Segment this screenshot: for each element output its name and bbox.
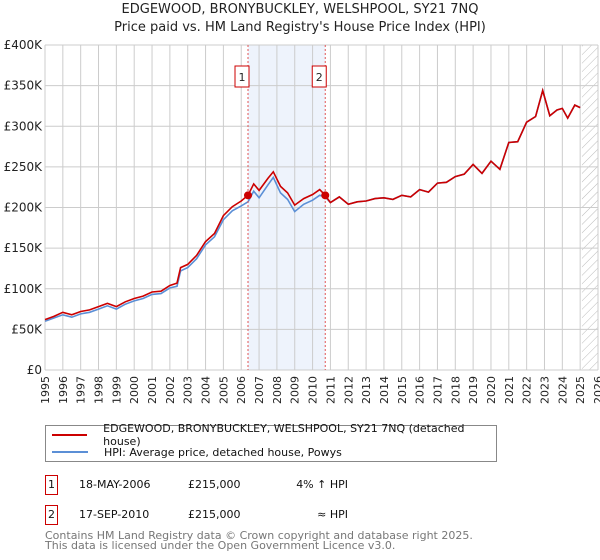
x-tick-label: 2017 xyxy=(431,376,444,404)
x-tick-label: 2002 xyxy=(164,376,177,404)
transaction-price: £215,000 xyxy=(188,478,241,491)
x-tick-label: 2018 xyxy=(449,376,462,404)
y-tick-label: £350K xyxy=(4,79,44,93)
y-tick-label: £300K xyxy=(4,119,44,133)
footer-copyright: Contains HM Land Registry data © Crown c… xyxy=(45,529,473,542)
x-tick-label: 2015 xyxy=(396,376,409,404)
transaction-hpi: 4% ↑ HPI xyxy=(296,478,348,491)
footer: Contains HM Land Registry data © Crown c… xyxy=(45,529,473,552)
transaction-price: £215,000 xyxy=(188,508,241,521)
legend-swatch-red xyxy=(52,434,88,436)
x-tick-label: 2000 xyxy=(128,376,141,404)
y-tick-label: £250K xyxy=(4,160,44,174)
x-tick-label: 2012 xyxy=(342,376,355,404)
sale-point xyxy=(321,191,330,200)
x-tick-label: 2021 xyxy=(503,376,516,404)
x-tick-label: 2009 xyxy=(289,376,302,404)
footer-licence: This data is licensed under the Open Gov… xyxy=(45,539,396,552)
x-tick-label: 2008 xyxy=(271,376,284,404)
sale-point xyxy=(244,191,253,200)
x-tick-label: 2024 xyxy=(556,376,569,404)
x-tick-label: 2019 xyxy=(467,376,480,404)
x-tick-label: 2011 xyxy=(324,376,337,404)
annotation-box xyxy=(234,65,250,88)
x-tick-label: 2003 xyxy=(182,376,195,404)
annotation-label: 2 xyxy=(316,71,323,84)
y-tick-label: £400K xyxy=(4,38,44,52)
x-tick-label: 2010 xyxy=(307,376,320,404)
x-tick-label: 1998 xyxy=(93,376,106,404)
y-tick-label: £0 xyxy=(27,363,42,377)
transaction-hpi: ≈ HPI xyxy=(317,508,348,521)
chart-subtitle: Price paid vs. HM Land Registry's House … xyxy=(114,20,486,35)
property-price-line xyxy=(44,87,581,321)
annotation-box xyxy=(311,65,327,88)
y-tick-label: £150K xyxy=(4,241,44,255)
x-tick-label: 2016 xyxy=(414,376,427,404)
x-tick-label: 2022 xyxy=(521,376,534,404)
legend-item-property: EDGEWOOD, BRONYBUCKLEY, WELSHPOOL, SY21 … xyxy=(52,422,496,448)
x-tick-label: 1997 xyxy=(75,376,88,404)
chart-title: EDGEWOOD, BRONYBUCKLEY, WELSHPOOL, SY21 … xyxy=(121,2,479,17)
x-tick-label: 2026 xyxy=(592,376,600,404)
transaction-row: 1 18-MAY-2006 £215,000 4% ↑ HPI xyxy=(45,475,445,495)
x-tick-label: 2023 xyxy=(538,376,551,404)
y-tick-label: £100K xyxy=(4,282,44,296)
legend-swatch-blue xyxy=(52,451,88,453)
annotation-label: 1 xyxy=(239,71,246,84)
x-tick-label: 2005 xyxy=(217,376,230,404)
x-tick-label: 1996 xyxy=(57,376,70,404)
y-tick-label: £50K xyxy=(11,322,43,336)
legend: EDGEWOOD, BRONYBUCKLEY, WELSHPOOL, SY21 … xyxy=(45,422,497,462)
x-tick-label: 1999 xyxy=(110,376,123,404)
transaction-row: 2 17-SEP-2010 £215,000 ≈ HPI xyxy=(45,505,445,525)
x-tick-label: 2001 xyxy=(146,376,159,404)
x-tick-label: 2004 xyxy=(200,376,213,404)
transaction-date: 18-MAY-2006 xyxy=(79,478,151,491)
marker-badge: 1 xyxy=(45,475,58,495)
x-tick-label: 1995 xyxy=(39,376,52,404)
x-tick-label: 2020 xyxy=(485,376,498,404)
legend-label: EDGEWOOD, BRONYBUCKLEY, WELSHPOOL, SY21 … xyxy=(103,422,465,448)
transaction-date: 17-SEP-2010 xyxy=(79,508,150,521)
legend-label: HPI: Average price, detached house, Powy… xyxy=(104,445,342,459)
marker-badge: 2 xyxy=(45,505,58,525)
x-tick-label: 2006 xyxy=(235,376,248,404)
x-tick-label: 2013 xyxy=(360,376,373,404)
x-tick-label: 2014 xyxy=(378,376,391,404)
legend-item-hpi: HPI: Average price, detached house, Powy… xyxy=(52,444,342,460)
x-tick-label: 2007 xyxy=(253,376,266,404)
y-tick-label: £200K xyxy=(4,201,44,215)
plot-area: 1995 1996 1997 1998 1999 2000 2001 2002 2003 2004… xyxy=(4,38,600,404)
x-tick-label: 2025 xyxy=(574,376,587,404)
